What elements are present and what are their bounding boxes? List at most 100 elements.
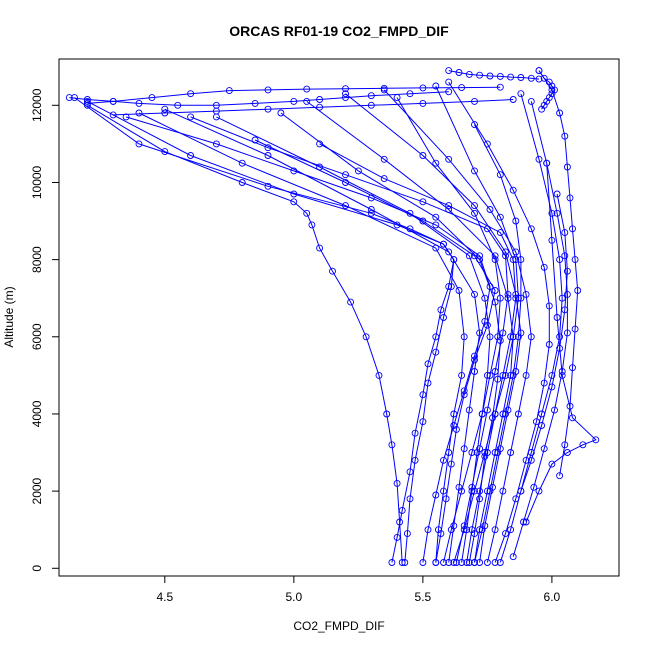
data-point — [393, 479, 401, 487]
data-point — [465, 70, 473, 78]
data-point — [509, 371, 517, 379]
data-point — [367, 92, 375, 100]
data-point — [135, 109, 143, 117]
data-point — [411, 429, 419, 437]
data-point — [442, 495, 450, 503]
data-point — [264, 144, 272, 152]
data-point — [491, 410, 499, 418]
data-point — [561, 306, 569, 314]
data-point — [447, 460, 455, 468]
data-point — [491, 368, 499, 375]
data-point — [419, 198, 427, 206]
series-line — [448, 81, 550, 563]
data-point — [458, 371, 466, 379]
data-point — [535, 155, 543, 163]
data-point — [496, 229, 504, 237]
data-point — [362, 333, 370, 341]
series-line — [435, 85, 519, 563]
data-point — [406, 90, 414, 98]
data-point — [264, 86, 272, 94]
data-point — [509, 96, 517, 103]
data-point — [553, 209, 561, 217]
data-point — [494, 449, 502, 456]
series-line — [87, 104, 403, 563]
data-point — [122, 113, 130, 121]
data-point — [403, 530, 411, 538]
data-point — [460, 387, 468, 395]
series-layer — [65, 67, 600, 566]
data-point — [303, 97, 311, 105]
data-point — [548, 371, 556, 379]
series-line — [383, 89, 532, 563]
series-line — [525, 163, 597, 523]
data-point — [471, 121, 478, 129]
data-point — [499, 371, 507, 379]
data-point — [383, 410, 391, 418]
data-point — [514, 333, 522, 341]
data-point — [342, 171, 349, 179]
data-point — [509, 186, 517, 194]
data-point — [522, 290, 530, 298]
data-point — [367, 209, 375, 217]
data-point — [471, 167, 478, 175]
data-point — [424, 526, 432, 534]
y-tick-label: 4000 — [30, 400, 44, 427]
data-point — [509, 256, 517, 264]
series-line — [74, 97, 455, 563]
data-point — [507, 73, 515, 81]
data-point — [566, 402, 574, 410]
data-point — [367, 194, 375, 202]
data-point — [561, 252, 569, 260]
data-point — [517, 74, 525, 81]
data-point — [502, 252, 509, 260]
data-point — [468, 526, 476, 534]
y-axis-label: Altitude (m) — [2, 286, 16, 347]
data-point — [316, 96, 324, 103]
data-point — [509, 553, 517, 561]
data-point — [530, 483, 538, 491]
data-point — [264, 105, 272, 113]
data-point — [419, 99, 427, 107]
data-point — [458, 559, 466, 566]
data-point — [316, 103, 324, 111]
x-tick-label: 5.5 — [415, 590, 432, 604]
data-point — [109, 97, 117, 105]
data-point — [527, 225, 535, 233]
series-line — [254, 139, 496, 563]
data-point — [187, 152, 195, 159]
data-point — [476, 445, 484, 453]
series-22 — [122, 113, 494, 566]
data-point — [496, 72, 504, 80]
data-point — [517, 90, 525, 98]
data-point — [316, 140, 324, 148]
data-point — [527, 449, 535, 456]
data-point — [517, 487, 525, 495]
data-point — [494, 375, 502, 383]
data-point — [486, 371, 494, 379]
data-point — [406, 495, 414, 503]
data-point — [342, 94, 349, 102]
data-point — [496, 213, 504, 221]
series-line — [87, 100, 455, 563]
data-point — [556, 472, 564, 480]
data-point — [290, 97, 298, 105]
data-point — [187, 90, 195, 98]
data-point — [380, 84, 388, 92]
data-point — [476, 487, 484, 495]
data-point — [460, 522, 468, 530]
chart-title: ORCAS RF01-19 CO2_FMPD_DIF — [229, 23, 449, 39]
data-point — [277, 109, 285, 117]
data-point — [455, 69, 463, 76]
data-point — [556, 344, 564, 352]
data-point — [563, 449, 571, 456]
data-point — [491, 526, 499, 534]
data-point — [468, 449, 476, 456]
data-point — [432, 559, 440, 566]
data-point — [440, 314, 447, 321]
data-point — [445, 88, 453, 96]
data-point — [342, 90, 349, 98]
data-point — [548, 383, 556, 391]
data-point — [161, 148, 169, 156]
series-line — [280, 112, 501, 563]
data-point — [445, 559, 453, 566]
